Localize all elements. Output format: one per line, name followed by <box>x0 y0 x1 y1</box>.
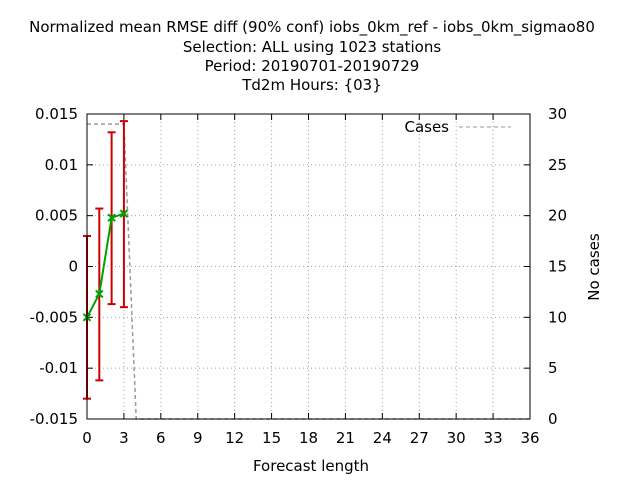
y2-tick-label: 15 <box>548 258 567 276</box>
y2-tick-label: 0 <box>548 410 558 428</box>
x-axis-ticks: 0 3 6 9 12 15 18 21 24 27 30 33 36 <box>82 114 540 447</box>
legend: Cases <box>404 118 511 136</box>
x-tick-label: 15 <box>262 429 281 447</box>
legend-label-cases: Cases <box>404 118 449 136</box>
x-tick-label: 33 <box>484 429 503 447</box>
y2-tick-label: 10 <box>548 308 567 326</box>
x-tick-label: 18 <box>299 429 318 447</box>
y2-axis-label: No cases <box>585 233 603 301</box>
data-point <box>119 209 129 218</box>
y-tick-label: -0.01 <box>39 359 78 377</box>
x-tick-label: 6 <box>156 429 166 447</box>
title-line-2: Selection: ALL using 1023 stations <box>183 38 442 56</box>
chart-title: Normalized mean RMSE diff (90% conf) iob… <box>29 18 595 94</box>
series-layer <box>82 120 530 420</box>
x-tick-label: 30 <box>447 429 466 447</box>
y-tick-label: 0.005 <box>35 207 78 225</box>
x-tick-label: 9 <box>193 429 203 447</box>
title-line-1: Normalized mean RMSE diff (90% conf) iob… <box>29 18 595 37</box>
x-axis-label: Forecast length <box>253 457 369 475</box>
data-point <box>95 289 104 299</box>
y-tick-label: -0.005 <box>30 308 78 326</box>
grid <box>87 114 530 419</box>
x-tick-label: 21 <box>336 429 355 447</box>
data-point <box>107 213 116 222</box>
y2-axis-ticks: 0 5 10 15 20 25 30 <box>524 105 567 428</box>
y2-tick-label: 30 <box>548 105 567 123</box>
y-tick-label: 0 <box>68 258 78 276</box>
x-tick-label: 0 <box>82 429 92 447</box>
x-tick-label: 36 <box>520 429 539 447</box>
title-line-3: Period: 20190701-20190729 <box>205 57 420 75</box>
y-tick-label: 0.01 <box>45 156 78 174</box>
y-tick-label: -0.015 <box>30 410 78 428</box>
x-tick-label: 27 <box>410 429 429 447</box>
y-axis-ticks: -0.015 -0.01 -0.005 0 0.005 0.01 0.015 <box>30 105 93 428</box>
title-line-4: Td2m Hours: {03} <box>241 76 382 94</box>
y2-tick-label: 5 <box>548 359 558 377</box>
plot-frame <box>86 113 531 420</box>
y-tick-label: 0.015 <box>35 105 78 123</box>
x-tick-label: 12 <box>225 429 244 447</box>
x-tick-label: 3 <box>119 429 129 447</box>
series-line-main <box>86 212 125 318</box>
y2-tick-label: 20 <box>548 207 567 225</box>
y2-tick-label: 25 <box>548 156 567 174</box>
x-tick-label: 24 <box>373 429 392 447</box>
